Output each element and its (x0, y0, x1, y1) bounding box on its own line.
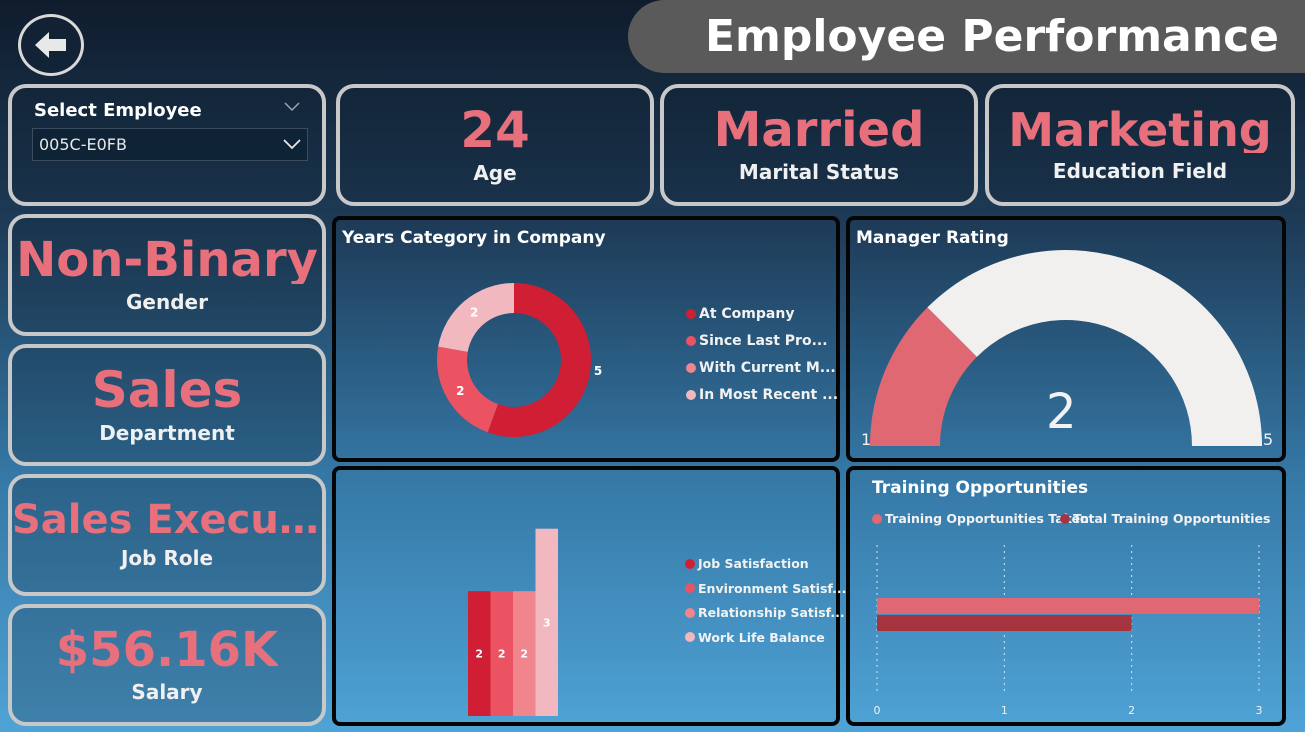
donut-slice[interactable] (437, 346, 498, 433)
marital-value: Married (713, 106, 925, 154)
legend-label: At Company (699, 306, 795, 322)
age-value: 24 (460, 105, 530, 155)
years-legend-item[interactable]: At Company (686, 306, 794, 322)
satisfaction-bar[interactable] (513, 591, 536, 716)
gender-label: Gender (126, 290, 208, 314)
training-bar[interactable] (877, 598, 1259, 614)
training-legend-item[interactable]: Training Opportunities Taken (872, 511, 1089, 526)
slicer-title: Select Employee (34, 100, 202, 121)
salary-card: $56.16K Salary (8, 604, 326, 726)
donut-data-label: 2 (456, 384, 464, 398)
bar-data-label: 3 (543, 616, 551, 629)
department-card: Sales Department (8, 344, 326, 466)
employee-slicer: Select Employee 005C-E0FB (8, 84, 326, 206)
training-title: Training Opportunities (872, 478, 1089, 498)
legend-dot (1060, 513, 1070, 524)
satisfaction-legend-item[interactable]: Environment Satisf... (685, 581, 846, 596)
legend-dot (686, 363, 696, 373)
satisfaction-legend-item[interactable]: Job Satisfaction (685, 556, 809, 571)
legend-label: Work Life Balance (698, 629, 825, 645)
satisfaction-panel: 2 2 2 3 Job Satisfaction Environment Satisf.… (332, 466, 846, 726)
training-legend-item[interactable]: Total Training Opportunities (1060, 511, 1270, 526)
job-role-value: Sales Executi... (12, 500, 322, 540)
years-legend-item[interactable]: In Most Recent ... (686, 387, 838, 403)
department-value: Sales (91, 365, 243, 415)
satisfaction-bar[interactable] (490, 591, 514, 716)
legend-dot (686, 309, 696, 319)
job-role-card: Sales Executi... Job Role (8, 474, 326, 596)
gauge-fill-arc (870, 307, 977, 446)
legend-dot (872, 513, 882, 524)
training-panel: Training Opportunities Training Opportun… (846, 466, 1286, 726)
manager-rating-gauge (870, 250, 1262, 446)
donut-data-label: 5 (594, 364, 602, 378)
satisfaction-bar[interactable] (468, 591, 491, 716)
gauge-value: 2 (1046, 384, 1077, 440)
legend-label: Environment Satisf... (698, 580, 847, 596)
gauge-max-label: 5 (1263, 430, 1274, 449)
legend-label: Total Training Opportunities (1073, 511, 1271, 526)
legend-label: With Current M... (699, 360, 836, 376)
donut-data-label: 2 (470, 306, 478, 320)
education-value: Marketing (1008, 107, 1272, 153)
training-bar-chart: 0 1 2 3 (874, 545, 1263, 717)
legend-label: In Most Recent ... (699, 387, 839, 403)
marital-card: Married Marital Status (660, 84, 978, 206)
dropdown-value: 005C-E0FB (39, 135, 127, 154)
title-bar: Employee Performance (628, 0, 1305, 73)
x-tick-label: 3 (1256, 704, 1263, 717)
bar-data-label: 2 (475, 648, 483, 661)
back-button[interactable] (18, 14, 84, 76)
years-legend-item[interactable]: Since Last Pro... (686, 333, 828, 349)
salary-label: Salary (131, 680, 203, 704)
gauge-track-arc (927, 250, 1262, 446)
legend-dot (685, 558, 695, 569)
legend-dot (685, 583, 695, 593)
marital-label: Marital Status (738, 160, 900, 184)
years-category-panel: Years Category in Company 5 2 2 At Company… (332, 216, 840, 462)
years-donut-chart: 5 2 2 (437, 283, 602, 437)
education-card: Marketing Education Field (985, 84, 1295, 206)
chevron-down-icon[interactable] (284, 102, 300, 112)
years-legend-item[interactable]: With Current M... (686, 360, 836, 376)
gender-card: Non-Binary Gender (8, 214, 326, 336)
gauge-min-label: 1 (861, 430, 872, 449)
manager-rating-title: Manager Rating (856, 228, 1009, 248)
donut-slice[interactable] (438, 283, 514, 352)
satisfaction-bar[interactable] (535, 528, 559, 716)
x-tick-label: 0 (874, 704, 881, 717)
x-tick-label: 2 (1128, 704, 1135, 717)
age-card: 24 Age (336, 84, 654, 206)
donut-slice[interactable] (487, 283, 591, 437)
employee-dropdown[interactable]: 005C-E0FB (32, 128, 308, 161)
legend-label: Since Last Pro... (699, 333, 828, 349)
salary-value: $56.16K (55, 626, 279, 674)
satisfaction-legend-item[interactable]: Work Life Balance (685, 630, 825, 645)
satisfaction-bar-chart: 2 2 2 3 (468, 528, 559, 716)
page-title: Employee Performance (704, 11, 1279, 62)
job-role-label: Job Role (120, 546, 214, 570)
back-arrow-icon (35, 32, 66, 58)
legend-label: Job Satisfaction (698, 556, 809, 571)
gender-value: Non-Binary (16, 236, 318, 284)
legend-label: Training Opportunities Taken (885, 511, 1089, 526)
manager-rating-panel: Manager Rating 2 1 5 (846, 216, 1286, 462)
bar-data-label: 2 (520, 648, 528, 661)
age-label: Age (473, 161, 517, 185)
training-bar[interactable] (877, 615, 1132, 631)
years-chart-title: Years Category in Company (342, 228, 606, 248)
legend-dot (685, 607, 695, 618)
legend-label: Relationship Satisf... (698, 605, 845, 620)
x-tick-label: 1 (1001, 704, 1008, 717)
legend-dot (686, 390, 696, 400)
education-label: Education Field (1052, 159, 1228, 183)
dropdown-chevron-icon (283, 139, 301, 150)
satisfaction-legend-item[interactable]: Relationship Satisf... (685, 605, 845, 620)
bar-data-label: 2 (498, 648, 506, 661)
legend-dot (685, 632, 695, 642)
legend-dot (686, 336, 696, 346)
department-label: Department (99, 421, 235, 445)
